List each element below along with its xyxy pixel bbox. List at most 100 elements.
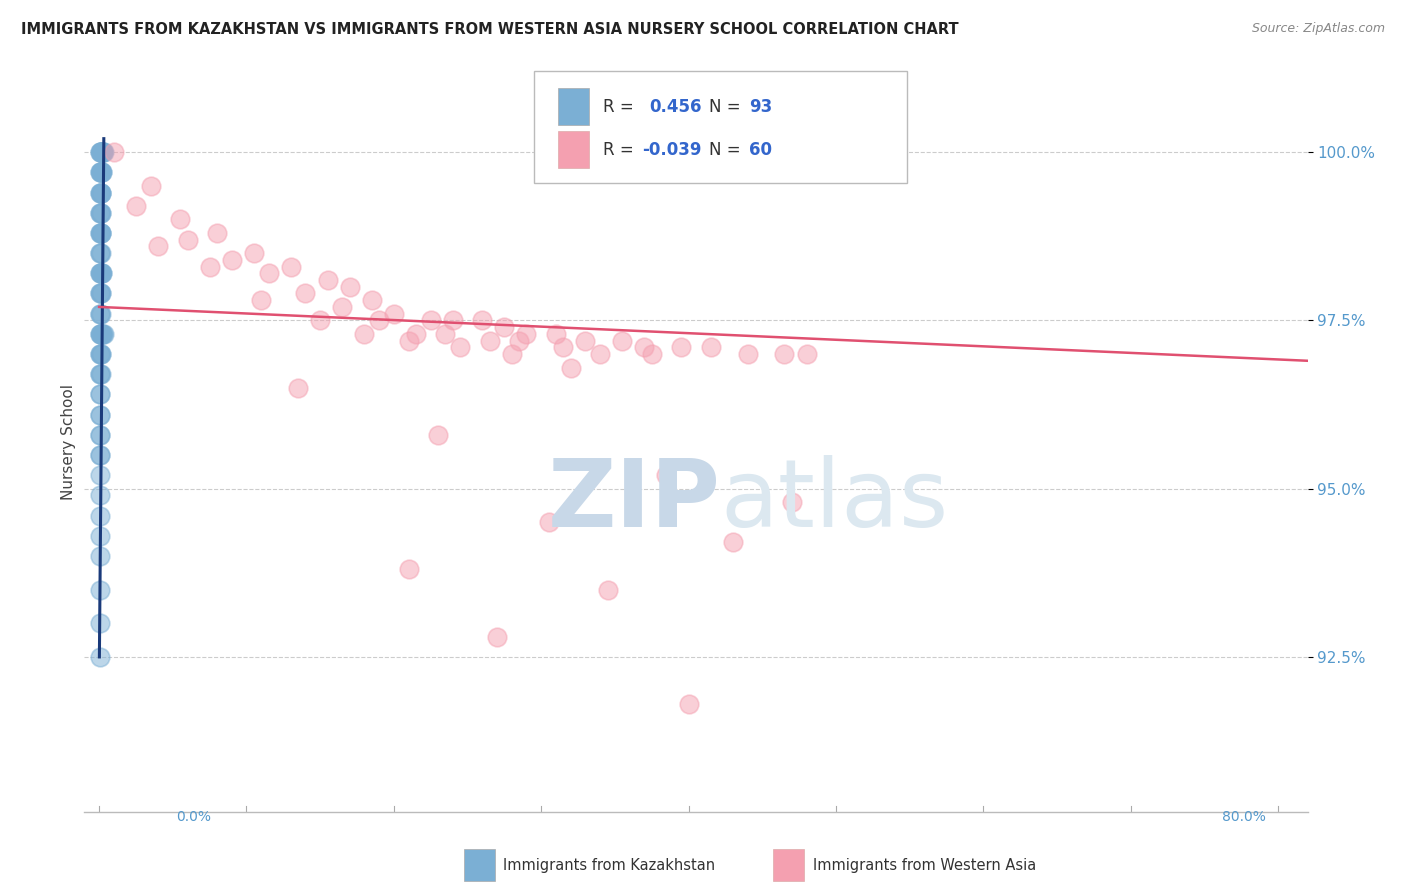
Point (544, 326, 567, 341)
Point (90, 347, 112, 361)
Point (494, 320, 516, 334)
Point (89, 266, 111, 280)
Point (90, 205, 112, 219)
Text: 93: 93 (749, 97, 773, 116)
Point (90, 266, 112, 280)
Point (90, 186, 112, 200)
Point (91, 326, 114, 341)
Point (471, 313, 494, 327)
Point (90, 145, 112, 160)
Point (485, 630, 508, 644)
Point (537, 516, 560, 530)
Point (250, 293, 273, 308)
Point (90, 326, 112, 341)
Point (146, 239, 169, 253)
Point (339, 279, 361, 293)
Point (89, 387, 111, 401)
Point (89, 368, 111, 382)
Point (89, 307, 111, 321)
Point (90, 165, 112, 179)
Point (90, 165, 112, 179)
Point (560, 360, 582, 375)
Point (780, 495, 803, 509)
Point (139, 178, 162, 193)
Point (287, 381, 309, 395)
Point (90, 286, 112, 301)
Point (89, 246, 111, 260)
Point (90, 145, 112, 160)
Point (91, 145, 114, 160)
Point (382, 307, 405, 321)
Point (89, 448, 111, 462)
Point (294, 286, 316, 301)
Point (353, 326, 375, 341)
Point (633, 340, 655, 354)
Point (574, 334, 596, 348)
Point (441, 313, 464, 327)
Point (90, 326, 112, 341)
Point (89, 408, 111, 422)
Point (655, 468, 678, 483)
Point (699, 340, 721, 354)
Point (89, 186, 111, 200)
Point (90, 266, 112, 280)
Point (90, 186, 112, 200)
Point (368, 313, 391, 327)
Point (89, 326, 111, 341)
Point (796, 347, 818, 361)
Text: Source: ZipAtlas.com: Source: ZipAtlas.com (1251, 22, 1385, 36)
Point (89, 226, 111, 240)
Point (641, 347, 664, 361)
Point (89, 145, 111, 160)
Point (89, 307, 111, 321)
Point (737, 347, 759, 361)
Point (89, 226, 111, 240)
Point (478, 334, 501, 348)
Text: IMMIGRANTS FROM KAZAKHSTAN VS IMMIGRANTS FROM WESTERN ASIA NURSERY SCHOOL CORREL: IMMIGRANTS FROM KAZAKHSTAN VS IMMIGRANTS… (21, 22, 959, 37)
Text: atlas: atlas (720, 455, 949, 547)
Text: 0.0%: 0.0% (176, 810, 211, 823)
Point (89, 488, 111, 502)
Point (90, 326, 112, 341)
Point (89, 408, 111, 422)
Point (221, 252, 243, 267)
Point (89, 347, 111, 361)
Point (103, 145, 125, 160)
Point (89, 448, 111, 462)
Point (89, 347, 111, 361)
Point (198, 260, 221, 274)
Point (309, 313, 332, 327)
Point (589, 347, 612, 361)
Point (89, 145, 111, 160)
Point (612, 334, 634, 348)
Point (205, 226, 228, 240)
Point (398, 334, 420, 348)
Point (90, 266, 112, 280)
Text: ZIP: ZIP (547, 455, 720, 547)
Point (515, 326, 537, 341)
Point (90, 226, 112, 240)
Point (176, 233, 198, 247)
Point (91, 145, 114, 160)
Point (90, 326, 112, 341)
Point (280, 260, 302, 274)
Point (90, 266, 112, 280)
Point (90, 165, 112, 179)
Point (89, 205, 111, 219)
Point (90, 186, 112, 200)
Point (330, 300, 353, 314)
Point (773, 347, 796, 361)
Point (449, 340, 471, 354)
Point (89, 286, 111, 301)
Point (398, 562, 420, 576)
Point (90, 347, 112, 361)
Text: 0.456: 0.456 (650, 97, 702, 116)
Point (671, 340, 693, 354)
Point (91, 326, 114, 341)
Point (90, 226, 112, 240)
Point (427, 427, 450, 442)
Point (360, 293, 382, 308)
Point (90, 145, 112, 160)
Point (316, 273, 339, 287)
Text: 60: 60 (749, 141, 772, 159)
